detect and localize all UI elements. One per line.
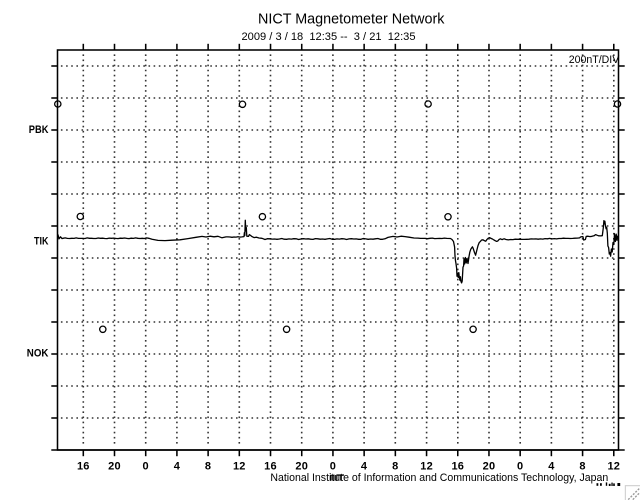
svg-text:TIK: TIK (34, 236, 49, 248)
svg-text:200nT/DIV: 200nT/DIV (569, 54, 620, 66)
svg-text:8: 8 (392, 460, 398, 472)
svg-text:0: 0 (517, 460, 523, 472)
svg-text:4: 4 (361, 460, 368, 472)
svg-text:4: 4 (548, 460, 555, 472)
svg-text:20: 20 (483, 460, 496, 472)
svg-text:0: 0 (143, 460, 149, 472)
svg-text:NOK: NOK (27, 348, 49, 360)
svg-text:PBK: PBK (29, 124, 49, 136)
svg-text:12: 12 (233, 460, 246, 472)
svg-text:NICT Magnetometer Network: NICT Magnetometer Network (258, 11, 445, 27)
svg-text:National Institute of Informat: National Institute of Information and Co… (270, 472, 608, 484)
svg-text:16: 16 (264, 460, 277, 472)
svg-text:4: 4 (174, 460, 181, 472)
svg-text:16: 16 (77, 460, 90, 472)
svg-text:8: 8 (579, 460, 585, 472)
svg-text:2009 / 3 / 18 12:35 -- 3 / 2: 2009 / 3 / 18 12:35 -- 3 / 21 12:35 (242, 31, 416, 43)
svg-text:12: 12 (607, 460, 620, 472)
svg-text:8: 8 (205, 460, 211, 472)
svg-text:20: 20 (295, 460, 308, 472)
svg-text:16: 16 (451, 460, 464, 472)
svg-text:12: 12 (420, 460, 433, 472)
svg-text:20: 20 (108, 460, 121, 472)
svg-text:0: 0 (330, 460, 336, 472)
